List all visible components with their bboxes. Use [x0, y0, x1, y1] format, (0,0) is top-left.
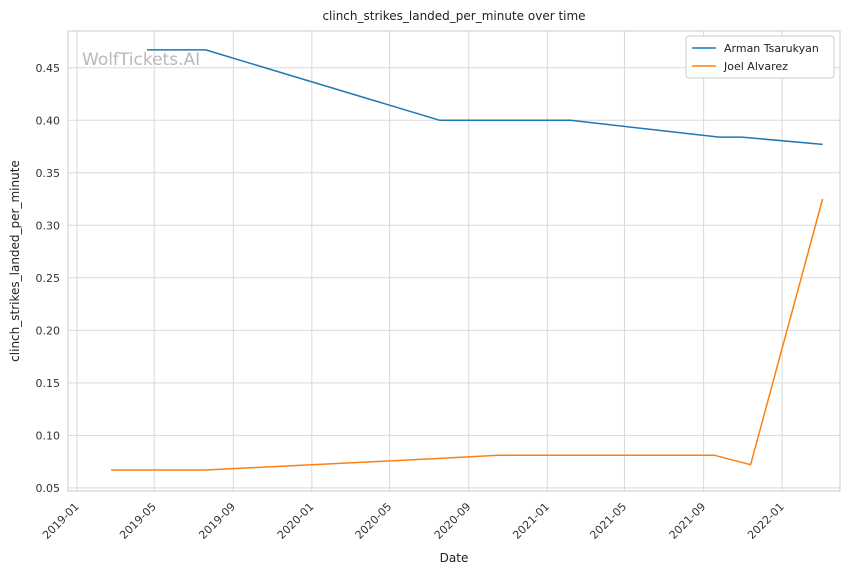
x-tick-label: 2020-05 [353, 500, 395, 542]
y-tick-label: 0.40 [36, 114, 61, 127]
x-tick-label: 2022-01 [745, 500, 787, 542]
x-tick-label: 2019-09 [196, 500, 238, 542]
x-tick-label: 2021-05 [587, 500, 629, 542]
legend: Arman Tsarukyan Joel Alvarez [685, 35, 835, 79]
y-tick-label: 0.20 [36, 324, 61, 337]
y-axis-title: clinch_strikes_landed_per_minute [8, 160, 22, 362]
series-layer [111, 49, 824, 471]
legend-label: Arman Tsarukyan [724, 42, 819, 55]
x-tick-label: 2021-09 [667, 500, 709, 542]
legend-label: Joel Alvarez [723, 60, 788, 73]
y-tick-label: 0.25 [36, 272, 61, 285]
x-tick-label: 2020-09 [432, 500, 474, 542]
y-tick-label: 0.30 [36, 219, 61, 232]
y-tick-label: 0.10 [36, 429, 61, 442]
y-tick-label: 0.35 [36, 167, 61, 180]
y-tick-label: 0.45 [36, 62, 61, 75]
plot-frame [67, 30, 841, 492]
x-tick-label: 2020-01 [275, 500, 317, 542]
x-tick-label: 2019-01 [40, 500, 82, 542]
plot-area [68, 31, 840, 491]
y-axis-ticks: 0.05 0.10 0.15 0.20 0.25 0.30 0.35 0.40 0.45 [36, 62, 61, 495]
x-axis-title: Date [440, 551, 469, 565]
y-tick-label: 0.15 [36, 377, 61, 390]
legend-box [685, 35, 835, 79]
series-line-arman-tsarukyan [147, 49, 823, 146]
watermark-text: WolfTickets.AI [82, 50, 200, 70]
x-tick-label: 2021-01 [510, 500, 552, 542]
series-line-joel-alvarez [111, 198, 824, 471]
x-axis-ticks: 2019-01 2019-05 2019-09 2020-01 2020-05 2020-… [40, 500, 787, 542]
chart-title: clinch_strikes_landed_per_minute over ti… [322, 9, 585, 23]
x-tick-label: 2019-05 [117, 500, 159, 542]
y-tick-label: 0.05 [36, 482, 61, 495]
